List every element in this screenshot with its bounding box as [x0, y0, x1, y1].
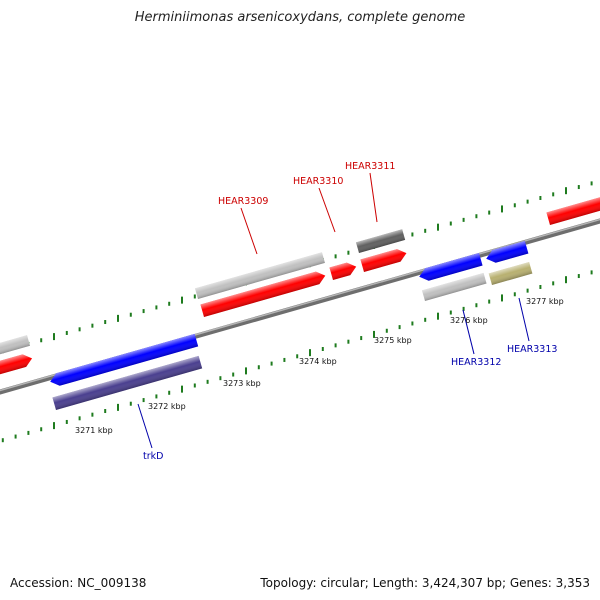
gene-shading — [194, 252, 325, 299]
gene-shading — [360, 249, 407, 272]
gene-label-HEAR3310: HEAR3310 — [293, 176, 343, 187]
gene-shading — [421, 272, 487, 301]
gene-HEAR3313-blue — [486, 240, 529, 263]
gene-label-HEAR3311: HEAR3311 — [345, 161, 395, 172]
leader-HEAR3311 — [369, 172, 378, 223]
scale-label: 3273 kbp — [223, 379, 261, 388]
gene-label-HEAR3309: HEAR3309 — [218, 196, 268, 207]
gene-label-HEAR3312: HEAR3312 — [451, 357, 501, 368]
leader-trkD — [137, 403, 153, 449]
accession-text: Accession: NC_009138 — [10, 576, 147, 590]
gene-shading — [0, 354, 33, 380]
gene-right-red — [546, 193, 600, 225]
gene-features — [0, 193, 600, 410]
gene-HEAR3313-olive — [488, 261, 533, 285]
gene-shading — [419, 252, 483, 281]
gene-HEAR3311-dark — [355, 229, 406, 253]
leader-HEAR3309 — [240, 207, 258, 255]
labels: 3271 kbp 3272 kbp 3273 kbp 3274 kbp 3275 kbp… — [75, 161, 564, 462]
gene-HEAR3309-gray — [194, 252, 325, 299]
gene-HEAR3310-red — [329, 262, 357, 280]
gene-shading — [329, 262, 357, 280]
label-leader-lines — [137, 172, 530, 449]
gene-shading — [486, 240, 529, 263]
gene-shading — [355, 229, 406, 253]
scale-label: 3274 kbp — [299, 357, 337, 366]
gene-HEAR3311-red — [360, 249, 407, 272]
gene-left-gray — [0, 335, 31, 360]
gene-HEAR3309-red — [200, 271, 326, 317]
gene-HEAR3312-gray — [421, 272, 487, 301]
scale-label: 3275 kbp — [374, 336, 412, 345]
scale-label: 3271 kbp — [75, 426, 113, 435]
map-title: Herminiimonas arsenicoxydans, complete g… — [134, 10, 466, 25]
gene-trkD-blue — [50, 333, 199, 386]
gene-trkD-navy — [52, 355, 203, 410]
gene-shading — [546, 193, 600, 225]
gene-label-trkD: trkD — [143, 451, 163, 462]
scale-label: 3277 kbp — [526, 297, 564, 306]
gene-shading — [0, 335, 31, 360]
gene-left-red — [0, 354, 33, 380]
gene-HEAR3312-blue — [419, 252, 483, 281]
gene-label-HEAR3313: HEAR3313 — [507, 344, 557, 355]
genome-stats-text: Topology: circular; Length: 3,424,307 bp… — [260, 576, 590, 590]
gene-shading — [52, 355, 203, 410]
gene-shading — [488, 261, 533, 285]
scale-label: 3272 kbp — [148, 402, 186, 411]
leader-HEAR3312 — [462, 309, 475, 355]
leader-HEAR3310 — [318, 187, 336, 233]
scale-label: 3276 kbp — [450, 316, 488, 325]
gene-shading — [200, 271, 326, 317]
tick-marks — [1, 181, 593, 443]
gene-shading — [50, 333, 199, 386]
leader-HEAR3313 — [518, 297, 530, 342]
